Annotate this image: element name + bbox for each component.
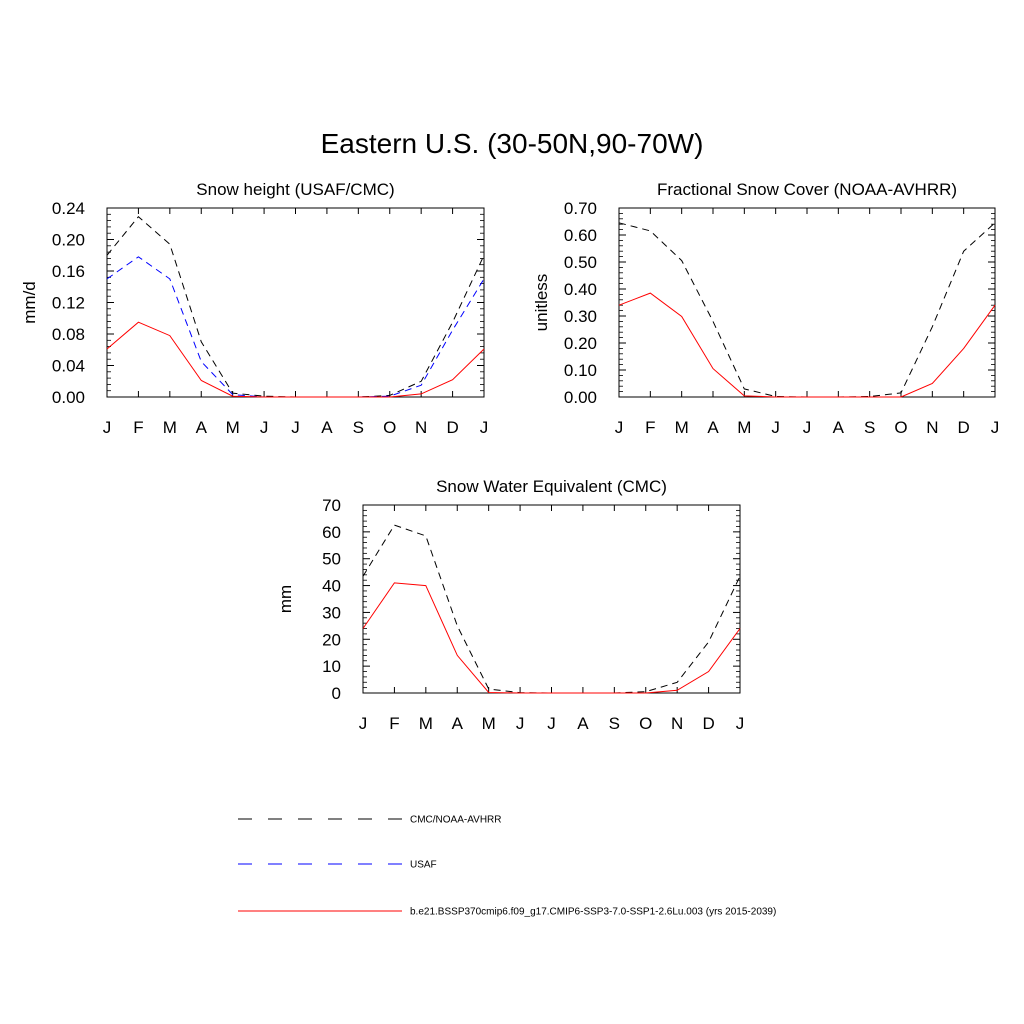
legend-label: USAF <box>410 860 437 871</box>
y-tick-label: 0.10 <box>564 361 597 380</box>
series-line-usaf <box>106 256 485 398</box>
plot-frame <box>618 207 996 398</box>
x-tick-label: D <box>958 418 970 437</box>
chart-panel-1: J F M A M J J A S O N D J0.000.040.080.120.160.200.2… <box>20 180 488 437</box>
series-line-cmc-noaa-avhrr <box>362 524 741 694</box>
legend-label: CMC/NOAA-AVHRR <box>410 815 501 826</box>
y-tick-label: 0.08 <box>52 325 85 344</box>
y-tick-label: 10 <box>322 657 341 676</box>
y-tick-label: 0.24 <box>52 199 85 218</box>
y-tick-label: 0.20 <box>564 334 597 353</box>
x-tick-label: J <box>547 714 556 733</box>
chart-title: Snow Water Equivalent (CMC) <box>436 477 667 496</box>
x-tick-label: A <box>577 714 589 733</box>
x-tick-label: J <box>803 418 812 437</box>
x-tick-label: J <box>615 418 624 437</box>
x-tick-label: M <box>226 418 240 437</box>
y-tick-label: 30 <box>322 603 341 622</box>
y-tick-label: 0.16 <box>52 262 85 281</box>
x-tick-label: F <box>133 418 143 437</box>
y-tick-label: 0.12 <box>52 294 85 313</box>
x-tick-label: D <box>446 418 458 437</box>
x-tick-label: S <box>353 418 364 437</box>
y-tick-label: 0.70 <box>564 199 597 218</box>
y-tick-label: 40 <box>322 577 341 596</box>
x-tick-label: A <box>321 418 333 437</box>
x-tick-label: N <box>415 418 427 437</box>
x-tick-label: J <box>291 418 300 437</box>
y-tick-label: 0 <box>332 684 341 703</box>
legend-label: b.e21.BSSP370cmip6.f09_g17.CMIP6-SSP3-7.… <box>410 907 776 918</box>
x-tick-label: A <box>196 418 208 437</box>
y-tick-label: 0.00 <box>52 388 85 407</box>
series-line-model <box>362 582 741 694</box>
y-axis-label: mm/d <box>20 281 39 324</box>
y-tick-label: 0.40 <box>564 280 597 299</box>
y-tick-label: 50 <box>322 550 341 569</box>
x-tick-label: O <box>383 418 396 437</box>
x-tick-label: M <box>419 714 433 733</box>
x-tick-label: F <box>645 418 655 437</box>
x-tick-label: J <box>991 418 1000 437</box>
series-line-model <box>106 321 485 398</box>
x-tick-label: O <box>894 418 907 437</box>
y-tick-label: 0.00 <box>564 388 597 407</box>
chart-title: Snow height (USAF/CMC) <box>196 180 394 199</box>
x-tick-label: M <box>737 418 751 437</box>
x-tick-label: J <box>480 418 489 437</box>
y-tick-label: 0.50 <box>564 253 597 272</box>
x-tick-label: S <box>609 714 620 733</box>
y-tick-label: 0.04 <box>52 357 85 376</box>
x-tick-label: J <box>736 714 745 733</box>
x-tick-label: M <box>163 418 177 437</box>
series-line-model <box>618 292 996 398</box>
x-tick-label: N <box>926 418 938 437</box>
series-line-cmc-noaa-avhrr <box>618 222 996 398</box>
y-axis-label: unitless <box>532 274 551 332</box>
plot-frame <box>362 504 741 694</box>
x-tick-label: N <box>671 714 683 733</box>
chart-panel-2: J F M A M J J A S O N D J0.000.100.200.300.400.500.6… <box>532 180 999 437</box>
legend: CMC/NOAA-AVHRR USAF b.e21.BSSP370cmip6.f09… <box>238 815 776 918</box>
x-tick-label: A <box>452 714 464 733</box>
y-tick-label: 70 <box>322 496 341 515</box>
x-tick-label: A <box>707 418 719 437</box>
x-tick-label: J <box>260 418 269 437</box>
y-tick-label: 0.30 <box>564 307 597 326</box>
chart-title: Fractional Snow Cover (NOAA-AVHRR) <box>657 180 957 199</box>
x-tick-label: D <box>702 714 714 733</box>
x-tick-label: J <box>359 714 368 733</box>
figure-title: Eastern U.S. (30-50N,90-70W) <box>320 128 704 159</box>
x-tick-label: S <box>864 418 875 437</box>
x-tick-label: A <box>833 418 845 437</box>
x-tick-label: M <box>675 418 689 437</box>
x-tick-label: M <box>482 714 496 733</box>
y-axis-label: mm <box>276 585 295 613</box>
series-line-cmc-noaa-avhrr <box>106 215 485 398</box>
x-tick-label: J <box>103 418 112 437</box>
x-tick-label: J <box>516 714 525 733</box>
y-tick-label: 0.20 <box>52 231 85 250</box>
y-tick-label: 0.60 <box>564 226 597 245</box>
x-tick-label: F <box>389 714 399 733</box>
y-tick-label: 60 <box>322 523 341 542</box>
y-tick-label: 20 <box>322 630 341 649</box>
x-tick-label: O <box>639 714 652 733</box>
x-tick-label: J <box>771 418 780 437</box>
